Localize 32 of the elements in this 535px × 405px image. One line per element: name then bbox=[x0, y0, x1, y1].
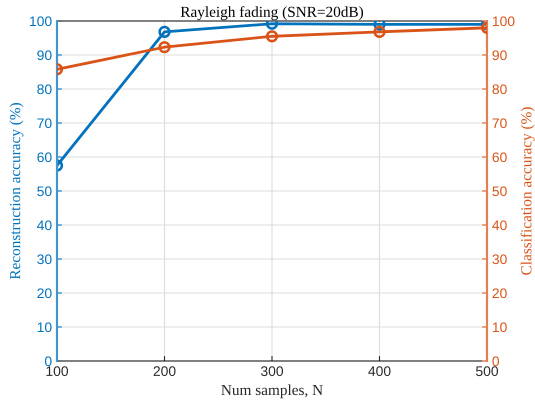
y2-tick-label: 0 bbox=[492, 356, 500, 366]
y2-tick-label: 60 bbox=[492, 152, 507, 162]
y-tick-label: 30 bbox=[37, 254, 52, 264]
y-tick-label: 50 bbox=[37, 186, 52, 196]
y-tick-label: 0 bbox=[44, 356, 52, 366]
x-tick-label: 500 bbox=[476, 366, 498, 376]
y2-tick-label: 70 bbox=[492, 118, 507, 128]
y-tick-label: 40 bbox=[37, 220, 52, 230]
y-tick-label: 20 bbox=[37, 288, 52, 298]
x-tick-label: 400 bbox=[368, 366, 391, 376]
y2-tick-label: 80 bbox=[492, 84, 507, 94]
y-axis-title: Reconstruction accuracy (%) bbox=[10, 103, 24, 280]
x-tick-label: 100 bbox=[46, 366, 68, 376]
y2-tick-label: 10 bbox=[492, 322, 507, 332]
y2-tick-label: 100 bbox=[492, 16, 514, 26]
x-axis-title: Num samples, N bbox=[221, 384, 323, 398]
x-tick-label: 200 bbox=[154, 366, 176, 376]
y2-tick-label: 30 bbox=[492, 254, 507, 264]
y-tick-label: 60 bbox=[37, 152, 52, 162]
y2-axis-title: Classification accuracy (%) bbox=[520, 107, 535, 275]
y-tick-label: 80 bbox=[37, 84, 52, 94]
y-tick-label: 10 bbox=[38, 322, 52, 332]
y2-tick-label: 20 bbox=[492, 288, 507, 298]
x-tick-label: 300 bbox=[260, 366, 284, 376]
y2-tick-label: 90 bbox=[492, 50, 507, 60]
y2-tick-label: 50 bbox=[492, 186, 507, 196]
y-tick-label: 90 bbox=[37, 50, 52, 60]
point bbox=[266, 30, 278, 42]
y-tick-label: 100 bbox=[30, 16, 52, 26]
y-tick-label: 70 bbox=[37, 118, 52, 128]
y2-tick-label: 40 bbox=[492, 220, 507, 230]
chart-title: Rayleigh fading (SNR=20dB) bbox=[180, 6, 364, 20]
